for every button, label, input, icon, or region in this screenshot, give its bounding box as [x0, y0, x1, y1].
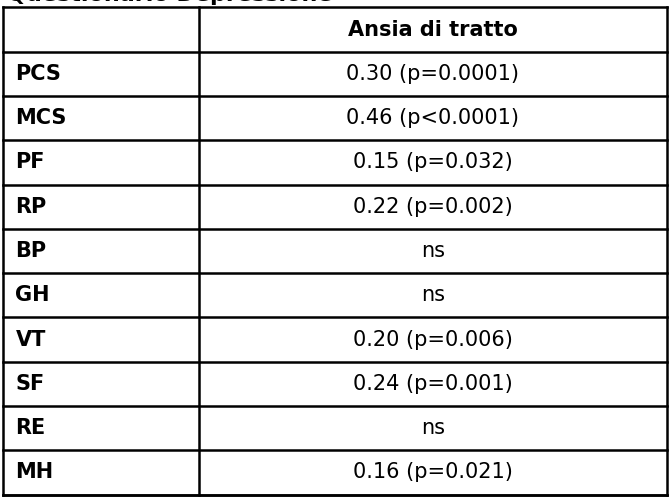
Text: MCS: MCS [15, 108, 67, 128]
Text: ns: ns [421, 285, 445, 305]
Text: GH: GH [15, 285, 50, 305]
Text: Questionario Depressione: Questionario Depressione [7, 0, 332, 5]
Text: MH: MH [15, 462, 54, 483]
Text: ns: ns [421, 418, 445, 438]
Text: PCS: PCS [15, 64, 61, 84]
Text: SF: SF [15, 374, 45, 394]
Text: VT: VT [15, 330, 46, 349]
Text: 0.16 (p=0.021): 0.16 (p=0.021) [353, 462, 513, 483]
Text: 0.22 (p=0.002): 0.22 (p=0.002) [353, 197, 513, 217]
Text: 0.30 (p=0.0001): 0.30 (p=0.0001) [346, 64, 519, 84]
Text: RE: RE [15, 418, 46, 438]
Text: RP: RP [15, 197, 47, 217]
Text: ns: ns [421, 241, 445, 261]
Text: 0.24 (p=0.001): 0.24 (p=0.001) [353, 374, 513, 394]
Text: Ansia di tratto: Ansia di tratto [348, 19, 518, 40]
Text: 0.46 (p<0.0001): 0.46 (p<0.0001) [346, 108, 519, 128]
Text: PF: PF [15, 153, 45, 172]
Text: BP: BP [15, 241, 46, 261]
Text: 0.15 (p=0.032): 0.15 (p=0.032) [353, 153, 513, 172]
Text: 0.20 (p=0.006): 0.20 (p=0.006) [353, 330, 513, 349]
